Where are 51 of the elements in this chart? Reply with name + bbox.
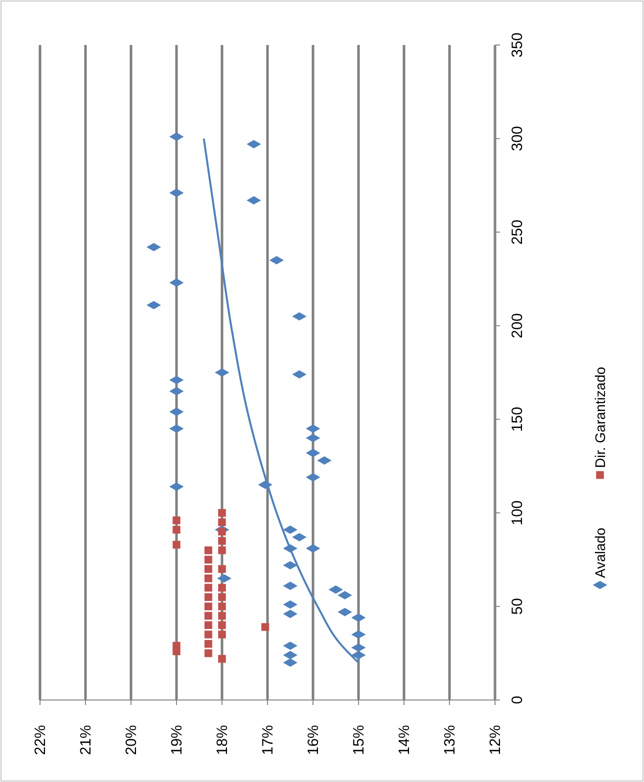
point xyxy=(172,647,180,656)
point xyxy=(204,593,212,601)
x-tick-label: 19% xyxy=(168,724,186,756)
x-tick-label: 20% xyxy=(123,724,140,756)
point xyxy=(204,556,212,564)
x-tick-label: 16% xyxy=(305,724,322,756)
point xyxy=(218,612,226,620)
y-tick-label: 150 xyxy=(509,406,526,432)
point xyxy=(218,546,226,554)
point xyxy=(204,574,212,582)
point xyxy=(218,508,226,517)
text: Dir. Garantizado xyxy=(592,366,608,468)
x-tick-label: 22% xyxy=(32,724,49,756)
y-tick-label: 200 xyxy=(509,313,526,338)
x-tick-label: 15% xyxy=(350,724,368,756)
point xyxy=(218,602,226,610)
x-tick-label: 14% xyxy=(396,724,413,756)
point xyxy=(204,621,212,630)
point xyxy=(204,565,212,573)
point xyxy=(218,654,226,663)
y-tick-label: 250 xyxy=(509,220,526,245)
point xyxy=(218,518,226,526)
y-tick-label: 50 xyxy=(509,598,526,615)
point xyxy=(172,516,180,524)
point xyxy=(218,593,226,601)
x-tick-label: 21% xyxy=(78,724,94,756)
point xyxy=(204,630,212,638)
point xyxy=(261,623,270,631)
x-tick-label: 17% xyxy=(260,724,276,756)
point xyxy=(204,649,212,658)
point xyxy=(218,584,226,592)
x-tick-label: 18% xyxy=(214,724,231,756)
y-tick-label: 100 xyxy=(509,500,526,526)
y-tick-label: 0 xyxy=(509,696,526,704)
y-tick-label: 300 xyxy=(509,126,526,152)
y-tick-label: 350 xyxy=(509,32,526,58)
point xyxy=(204,546,212,554)
point xyxy=(172,526,180,534)
point xyxy=(204,602,212,610)
point xyxy=(204,612,212,620)
point xyxy=(218,528,226,536)
point xyxy=(218,630,226,638)
point xyxy=(218,537,226,545)
x-tick-label: 13% xyxy=(442,724,458,756)
point xyxy=(204,584,212,592)
point xyxy=(218,565,226,573)
point xyxy=(204,640,212,648)
text: Avalado xyxy=(592,527,608,578)
point xyxy=(172,540,180,549)
point xyxy=(218,621,226,630)
x-tick-label: 12% xyxy=(487,724,504,756)
